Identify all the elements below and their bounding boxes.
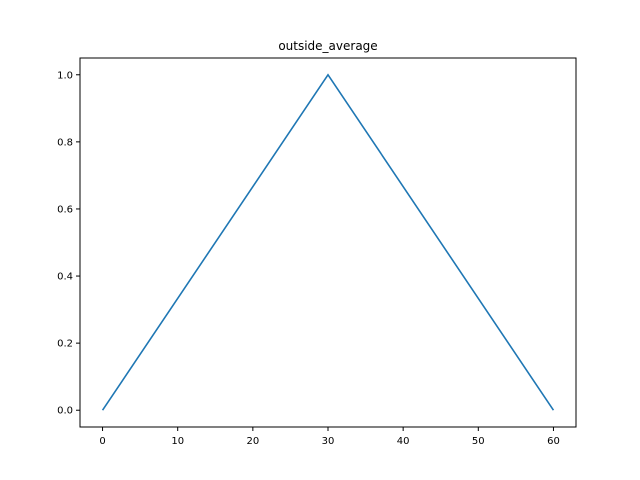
series-line-0 [101,73,555,411]
y-tick-label: 0.2 [57,339,73,350]
y-tick-label: 0.4 [57,272,73,283]
plot-area [101,73,555,411]
y-tick-label: 1.0 [57,70,73,81]
x-tick-label: 50 [472,436,485,447]
x-tick-label: 40 [397,436,410,447]
x-tick-label: 30 [322,436,335,447]
x-tick-label: 10 [171,436,184,447]
x-tick-label: 60 [547,436,560,447]
y-tick-label: 0.8 [57,137,73,148]
x-tick-label: 20 [246,436,259,447]
y-tick-label: 0.6 [57,204,73,215]
x-axis-ticks: 0 10 20 30 40 50 60 [99,427,560,447]
x-tick-label: 0 [99,436,105,447]
y-tick-label: 0.0 [57,406,73,417]
y-axis-ticks: 0.0 0.2 0.4 0.6 0.8 1.0 [57,70,80,417]
chart-title: outside_average [278,39,377,53]
